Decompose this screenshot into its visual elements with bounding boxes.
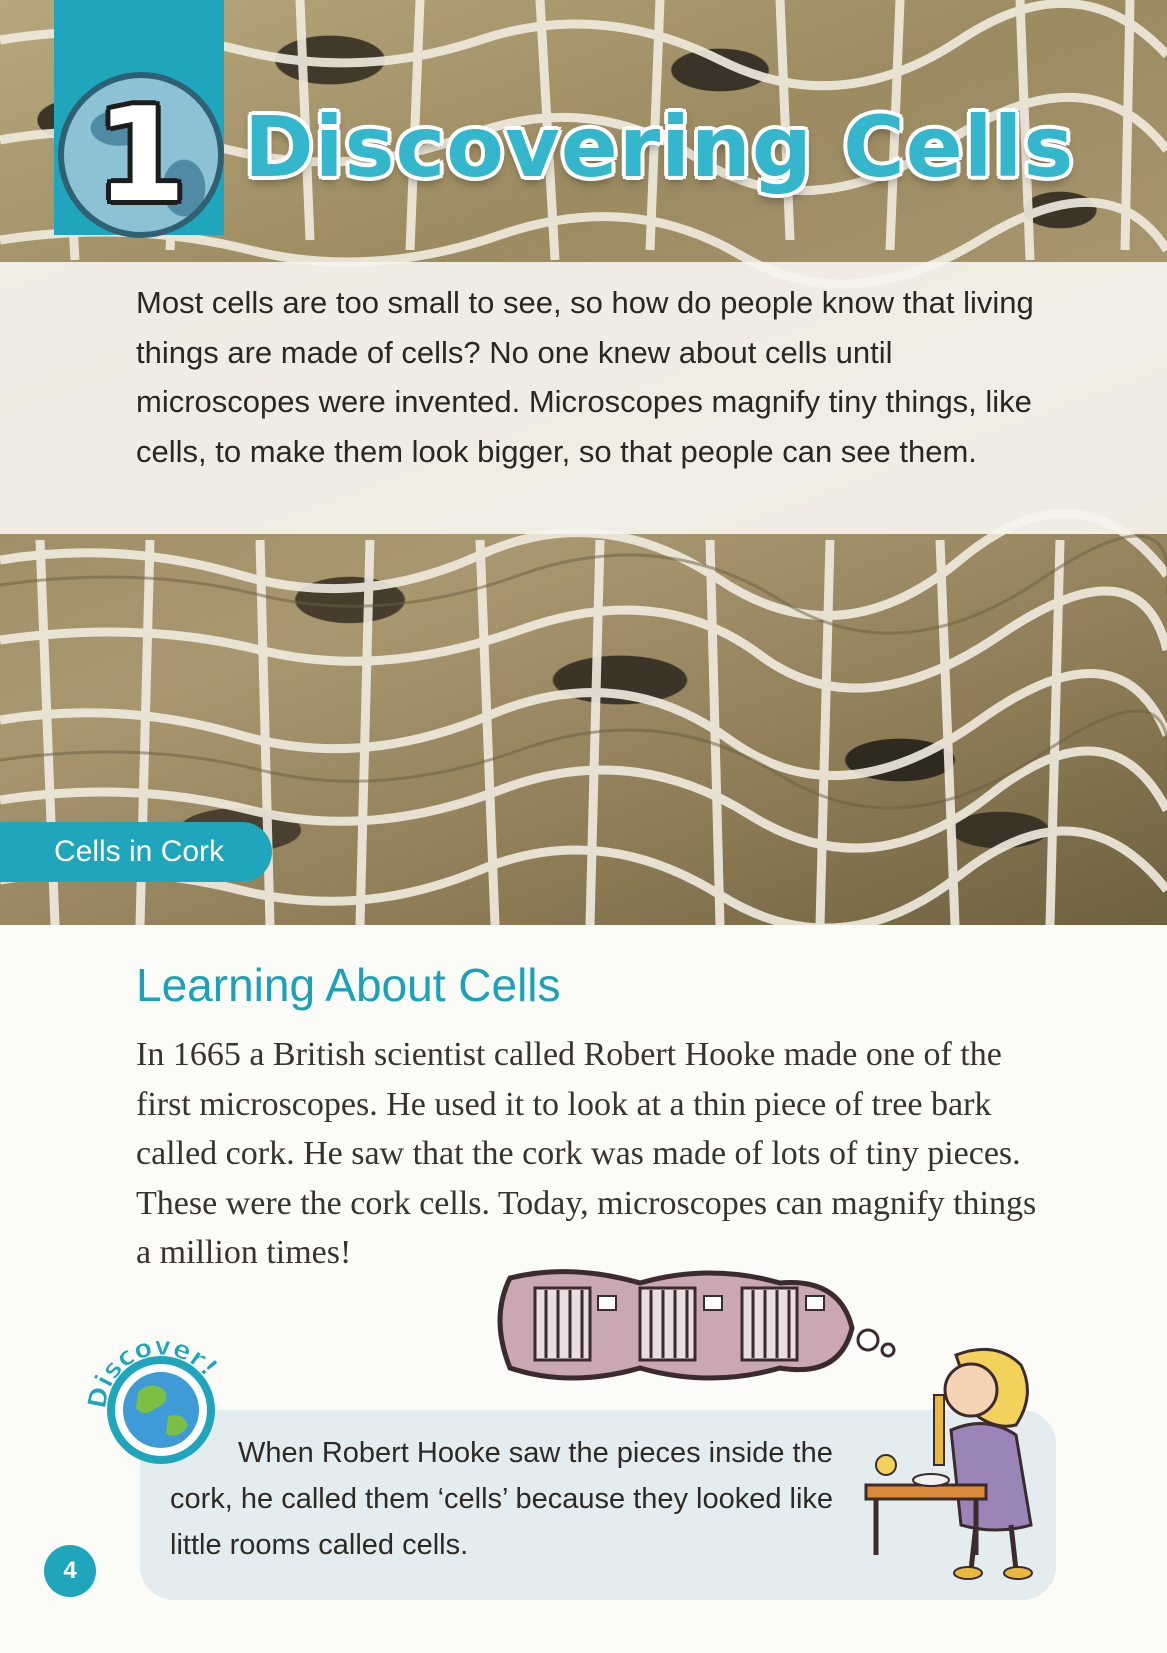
intro-band [0,262,1167,534]
page-number: 4 [44,1545,96,1597]
chapter-title: Discovering Cells [244,98,1075,196]
section-heading: Learning About Cells [136,959,561,1011]
prison-cells-thought-bubble [497,1269,896,1381]
photo-caption: Cells in Cork [0,822,272,882]
discover-text: When Robert Hooke saw the pieces inside … [170,1437,834,1561]
discover-badge: Discover! [86,1331,224,1464]
robert-hooke-illustration [864,1347,1033,1580]
intro-paragraph: Most cells are too small to see, so how … [136,285,1034,469]
chapter-number: 1 [95,79,187,231]
discover-box [140,1410,1056,1600]
discover-paragraph: When Robert Hooke saw the pieces inside … [170,1430,870,1568]
globe-icon [58,72,224,238]
body-paragraph: In 1665 a British scientist called Rober… [136,1036,1037,1272]
